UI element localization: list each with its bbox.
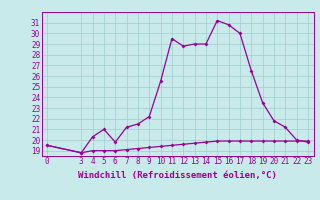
X-axis label: Windchill (Refroidissement éolien,°C): Windchill (Refroidissement éolien,°C) bbox=[78, 171, 277, 180]
